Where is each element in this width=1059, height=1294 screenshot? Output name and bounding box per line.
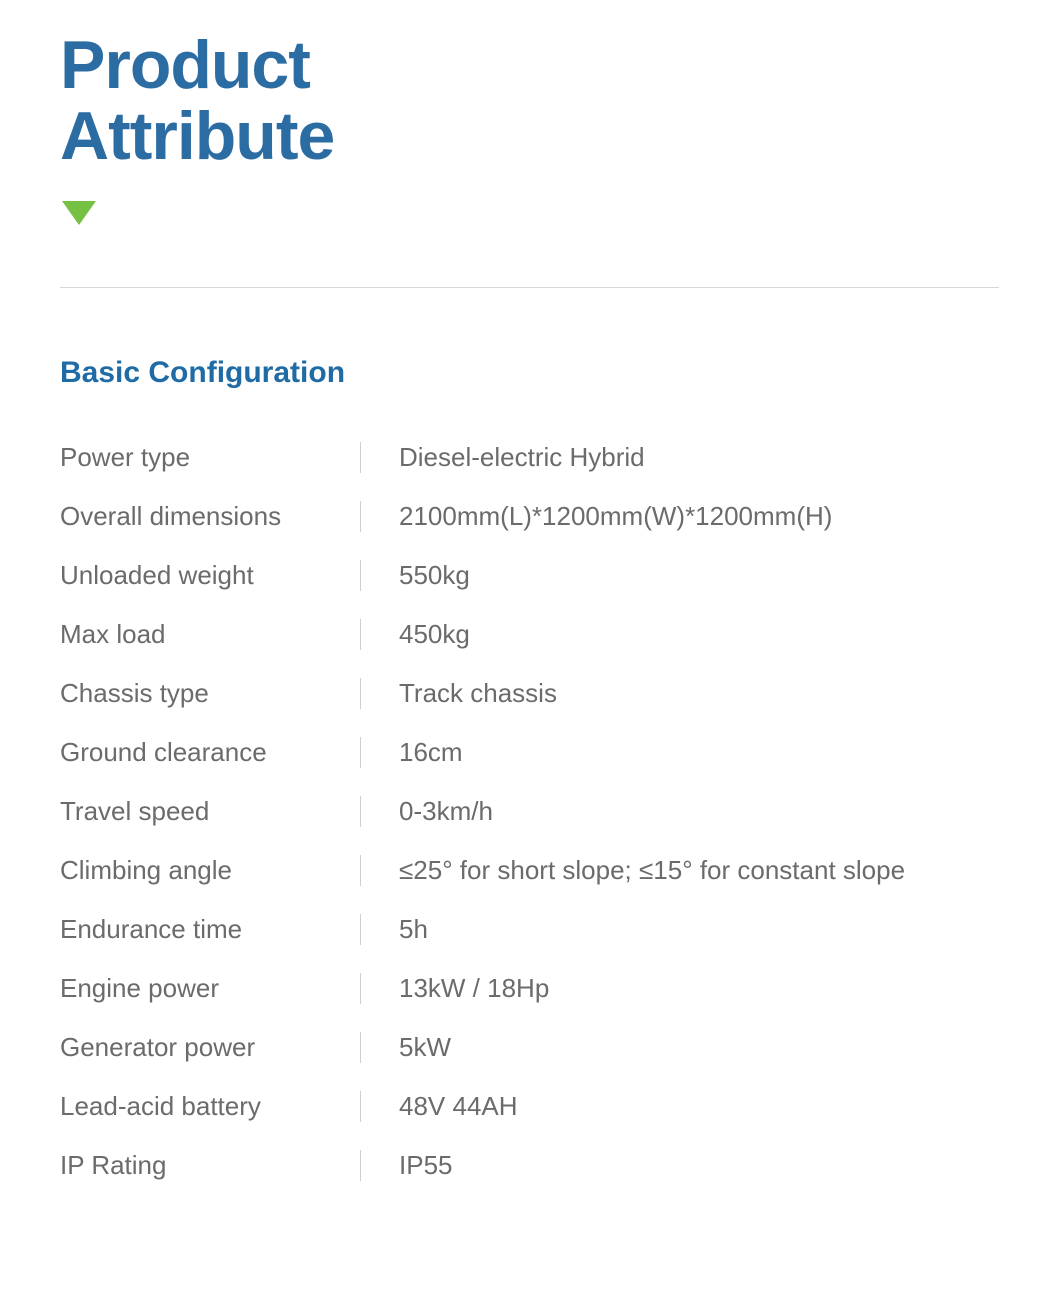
spec-label: Chassis type <box>60 678 360 709</box>
table-row: Engine power 13kW / 18Hp <box>60 959 999 1018</box>
spec-label: Unloaded weight <box>60 560 360 591</box>
spec-value: 48V 44AH <box>360 1091 999 1122</box>
table-row: Overall dimensions 2100mm(L)*1200mm(W)*1… <box>60 487 999 546</box>
title-line-2: Attribute <box>60 98 334 174</box>
title-line-1: Product <box>60 27 310 103</box>
spec-value: Track chassis <box>360 678 999 709</box>
table-row: IP Rating IP55 <box>60 1136 999 1195</box>
spec-label: Engine power <box>60 973 360 1004</box>
spec-value: 13kW / 18Hp <box>360 973 999 1004</box>
spec-value: Diesel-electric Hybrid <box>360 442 999 473</box>
page-container: Product Attribute Basic Configuration Po… <box>60 30 999 1195</box>
table-row: Endurance time 5h <box>60 900 999 959</box>
table-row: Unloaded weight 550kg <box>60 546 999 605</box>
table-row: Max load 450kg <box>60 605 999 664</box>
spec-label: Max load <box>60 619 360 650</box>
spec-label: Power type <box>60 442 360 473</box>
table-row: Lead-acid battery 48V 44AH <box>60 1077 999 1136</box>
spec-label: IP Rating <box>60 1150 360 1181</box>
spec-table: Power type Diesel-electric Hybrid Overal… <box>60 428 999 1195</box>
spec-label: Overall dimensions <box>60 501 360 532</box>
spec-value: 0-3km/h <box>360 796 999 827</box>
section-title: Basic Configuration <box>60 356 999 390</box>
table-row: Power type Diesel-electric Hybrid <box>60 428 999 487</box>
spec-value: 450kg <box>360 619 999 650</box>
triangle-down-icon <box>62 201 96 225</box>
spec-value: 5kW <box>360 1032 999 1063</box>
table-row: Chassis type Track chassis <box>60 664 999 723</box>
section-divider <box>60 287 999 288</box>
spec-value: 5h <box>360 914 999 945</box>
spec-label: Travel speed <box>60 796 360 827</box>
spec-label: Climbing angle <box>60 855 360 886</box>
spec-label: Ground clearance <box>60 737 360 768</box>
table-row: Climbing angle ≤25° for short slope; ≤15… <box>60 841 999 900</box>
page-title: Product Attribute <box>60 30 999 173</box>
spec-value: 550kg <box>360 560 999 591</box>
table-row: Travel speed 0-3km/h <box>60 782 999 841</box>
spec-value: ≤25° for short slope; ≤15° for constant … <box>360 855 999 886</box>
spec-value: 16cm <box>360 737 999 768</box>
table-row: Generator power 5kW <box>60 1018 999 1077</box>
table-row: Ground clearance 16cm <box>60 723 999 782</box>
spec-label: Lead-acid battery <box>60 1091 360 1122</box>
spec-label: Generator power <box>60 1032 360 1063</box>
spec-value: 2100mm(L)*1200mm(W)*1200mm(H) <box>360 501 999 532</box>
spec-label: Endurance time <box>60 914 360 945</box>
spec-value: IP55 <box>360 1150 999 1181</box>
